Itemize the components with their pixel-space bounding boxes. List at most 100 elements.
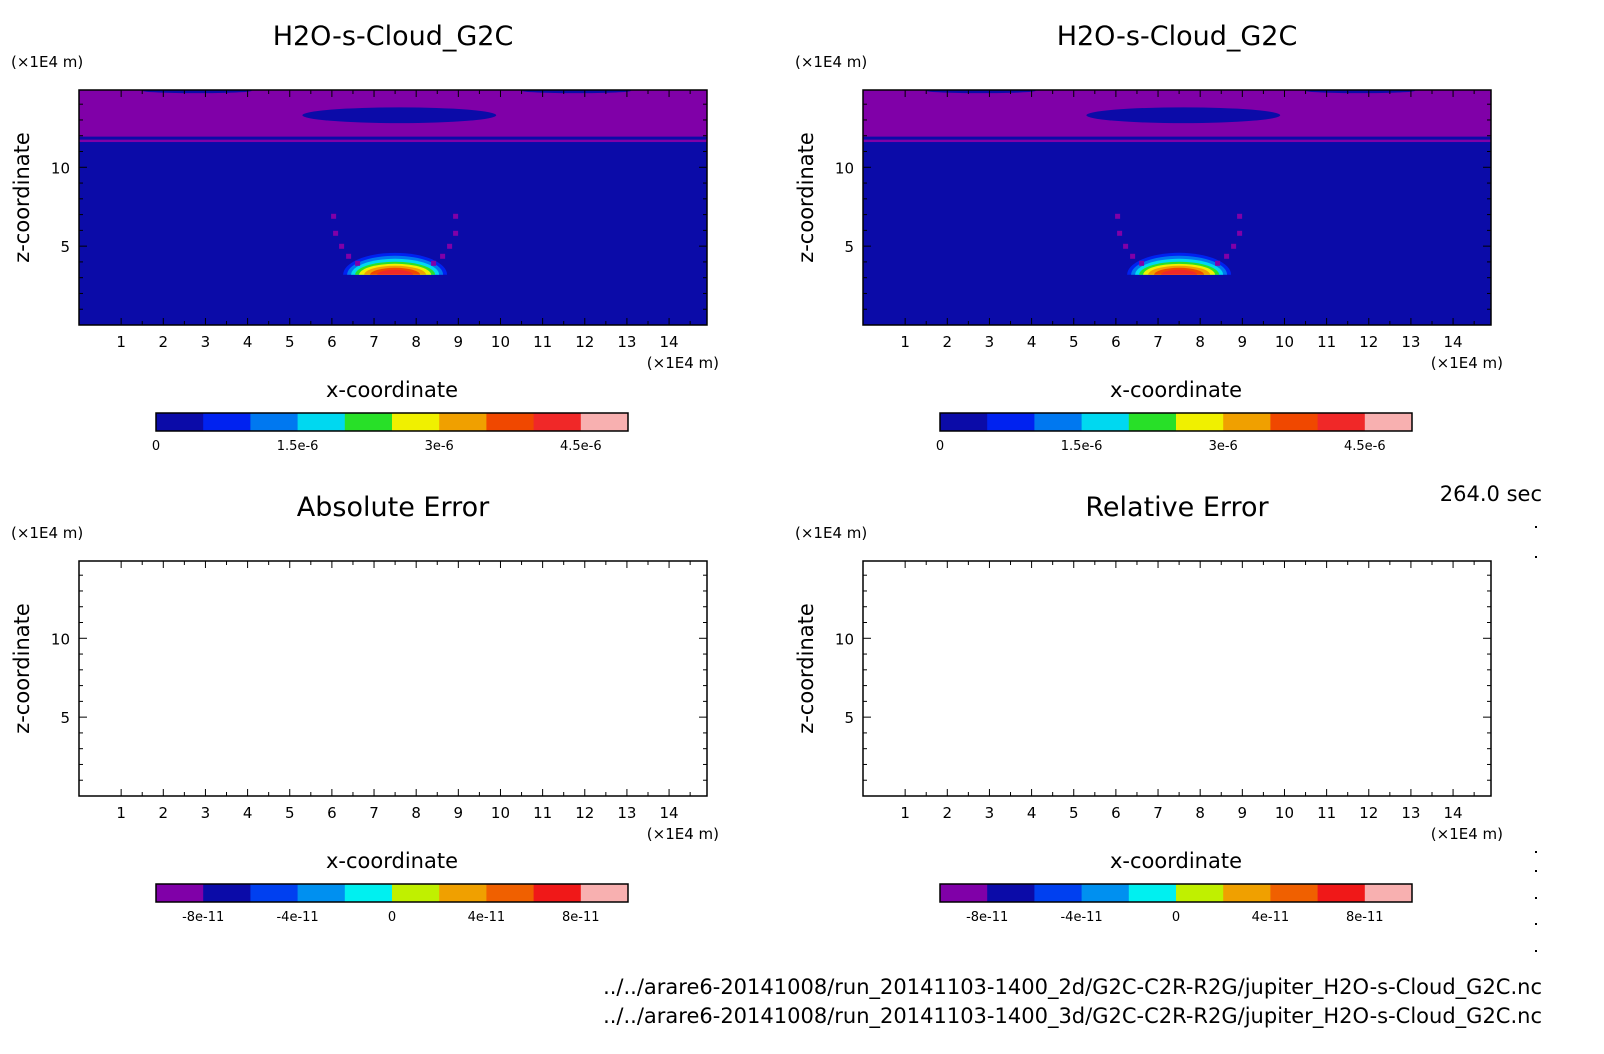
x-tick-label: 8 [1195,804,1205,822]
below-min-cell [1237,230,1243,236]
colorbar-segment [344,413,393,431]
below-min-cell [431,260,437,266]
x-tick-label: 7 [369,804,379,822]
y-tick-label: 10 [835,159,854,177]
x-tick-label: 14 [660,804,679,822]
x-tick-label: 5 [285,804,295,822]
below-min-cell [355,260,361,266]
x-unit-label: (×1E4 m) [647,354,719,372]
colorbar-segment [1270,884,1319,902]
x-tick-label: 5 [1069,333,1079,351]
zero-region [926,90,1036,94]
x-tick-label: 5 [1069,804,1079,822]
below-min-cell [331,213,337,219]
x-tick-label: 13 [1401,804,1420,822]
x-tick-label: 1 [900,333,910,351]
below-min-cell [1115,213,1121,219]
colorbar: -8e-11 -4e-11 0 4e-11 8e-11 [939,883,1413,925]
colorbar: 0 1.5e-6 3e-6 4.5e-6 [936,412,1413,454]
x-tick-label: 12 [1359,804,1378,822]
colorbar-segment [1034,884,1083,902]
file-path-3d: ../../arare6-20141008/run_20141103-1400_… [603,1004,1542,1029]
x-tick-label: 2 [159,333,169,351]
x-tick-label: 13 [617,333,636,351]
colorbar-tick-label: 0 [388,910,396,925]
x-tick-label: 10 [491,804,510,822]
plot-area [863,90,1491,325]
y-tick-label: 5 [60,709,70,727]
x-tick-label: 3 [201,804,211,822]
colorbar-tick-label: -8e-11 [966,910,1008,925]
colorbar-segment [156,884,204,902]
colorbar-segment [250,413,299,431]
y-unit-label: (×1E4 m) [11,524,83,542]
stray-dot [1535,851,1537,853]
x-tick-label: 8 [411,804,421,822]
y-axis-label: z-coordinate [10,603,34,734]
x-tick-label: 6 [1111,804,1121,822]
plot-frame [78,89,708,326]
x-tick-label: 3 [985,333,995,351]
colorbar-segment [1364,413,1413,431]
colorbar-segment [392,413,440,431]
x-tick-label: 3 [201,333,211,351]
x-tick-label: 4 [243,333,253,351]
colorbar-tick-label: 0 [152,439,160,454]
panel-4: Relative Error (×1E4 m) (×1E4 m) x-coordina… [794,492,1503,925]
colorbar-segment [1081,413,1130,431]
x-tick-label: 6 [327,804,337,822]
colorbar-tick-label: -4e-11 [1060,910,1102,925]
colorbar-tick-label: -8e-11 [182,910,224,925]
y-unit-label: (×1E4 m) [11,53,83,71]
stray-dots [1535,526,1537,952]
x-tick-label: 14 [1444,804,1463,822]
below-min-cell [1123,243,1129,249]
x-tick-label: 10 [1275,333,1294,351]
x-tick-label: 1 [900,804,910,822]
x-tick-label: 6 [327,333,337,351]
y-tick-label: 10 [51,630,70,648]
y-axis-label: z-coordinate [794,603,818,734]
colorbar-segment [392,884,440,902]
below-min-cell [453,213,459,219]
plot-area [79,90,707,325]
stray-dot [1535,556,1537,558]
x-tick-label: 9 [1238,333,1248,351]
stray-dot [1535,923,1537,925]
below-min-cell [447,243,453,249]
colorbar-frame [939,883,1413,903]
colorbar-segment [1128,413,1177,431]
y-tick-label: 5 [844,709,854,727]
x-tick-label: 13 [1401,333,1420,351]
x-tick-label: 11 [1317,804,1336,822]
colorbar-segment [203,884,251,902]
panel-1: H2O-s-Cloud_G2C (×1E4 m) (×1E4 m) x-coordin… [10,21,719,454]
colorbar-segment [580,884,629,902]
x-tick-label: 6 [1111,333,1121,351]
colorbar-segment [1223,884,1271,902]
stray-dot [1535,870,1537,872]
x-tick-label: 10 [1275,804,1294,822]
x-tick-label: 3 [985,804,995,822]
x-tick-label: 8 [411,333,421,351]
x-tick-label: 2 [159,804,169,822]
x-tick-label: 11 [533,333,552,351]
colorbar-tick-label: 0 [1172,910,1180,925]
colorbar-segment [439,884,487,902]
panel-3: Absolute Error (×1E4 m) (×1E4 m) x-coordina… [10,492,719,925]
colorbar-segment [1176,884,1224,902]
colorbar-tick-label: 4e-11 [468,910,506,925]
colorbar-segment [1364,884,1413,902]
below-min-cell [440,253,446,259]
x-tick-label: 13 [617,804,636,822]
y-tick-label: 10 [51,159,70,177]
x-tick-label: 9 [1238,804,1248,822]
x-tick-label: 9 [454,804,464,822]
below-min-cell [1224,253,1230,259]
y-unit-label: (×1E4 m) [795,524,867,542]
y-tick-label: 10 [835,630,854,648]
x-tick-label: 4 [1027,333,1037,351]
x-unit-label: (×1E4 m) [1431,825,1503,843]
below-min-cell [1139,260,1145,266]
